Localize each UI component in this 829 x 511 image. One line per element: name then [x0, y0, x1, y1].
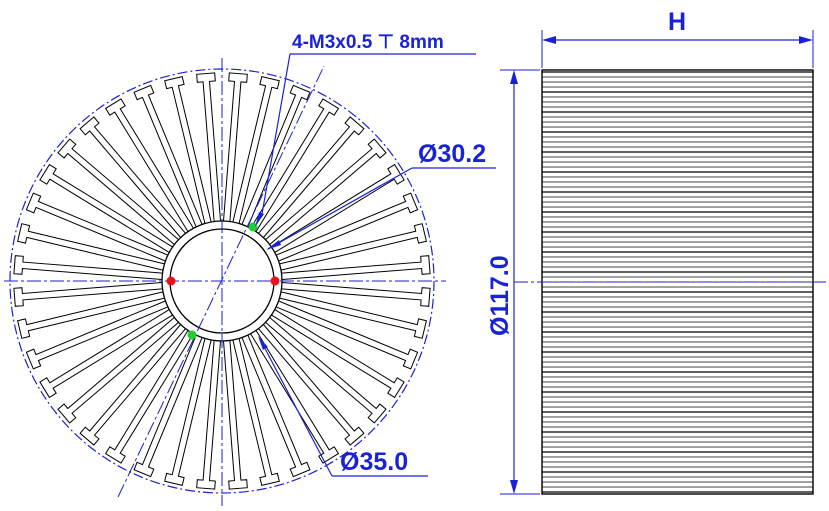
- side-view-fin-lines: [542, 71, 813, 493]
- fin: [279, 223, 428, 271]
- fin: [223, 72, 248, 222]
- inner-diameter-callout: Ø30.2: [266, 140, 496, 250]
- fin: [281, 255, 431, 280]
- fin: [279, 291, 428, 339]
- fin: [196, 72, 221, 222]
- fin: [250, 330, 340, 464]
- fin: [133, 335, 203, 478]
- outer-diameter-dimension: Ø117.0: [486, 69, 540, 495]
- fin: [241, 84, 311, 227]
- inner-diameter-label: Ø30.2: [418, 140, 486, 168]
- fin: [16, 223, 165, 271]
- fin: [223, 340, 248, 490]
- fin: [39, 163, 173, 253]
- fin: [25, 192, 168, 262]
- front-view: 4-M3x0.5 ⊤ 8mm Ø30.2 Ø35.0: [4, 32, 496, 506]
- threaded-hole-red-right: [270, 276, 280, 286]
- outer-diameter-label: Ø117.0: [486, 255, 514, 336]
- bore-diameter-label: Ø35.0: [340, 448, 408, 476]
- fin: [13, 282, 163, 307]
- fin: [25, 300, 168, 370]
- fin: [281, 282, 431, 307]
- fin: [57, 317, 179, 424]
- fin: [258, 116, 365, 238]
- fin: [232, 75, 280, 224]
- diagonal-centerline: [117, 65, 325, 498]
- fin: [13, 255, 163, 280]
- thread-callout: 4-M3x0.5 ⊤ 8mm: [255, 32, 476, 227]
- height-label: H: [668, 8, 686, 36]
- fin: [104, 98, 194, 232]
- fin: [276, 300, 419, 370]
- fin: [39, 309, 173, 399]
- fin: [164, 338, 212, 487]
- fin: [16, 291, 165, 339]
- fin: [241, 335, 311, 478]
- thread-callout-label: 4-M3x0.5 ⊤ 8mm: [292, 32, 444, 53]
- fin: [250, 98, 340, 232]
- fin: [79, 324, 186, 446]
- threaded-hole-green-bottom: [187, 330, 197, 340]
- fin: [265, 138, 387, 245]
- fin: [196, 340, 221, 490]
- heatsink-fins: [13, 72, 431, 490]
- threaded-hole-green-top: [248, 222, 258, 232]
- fin: [79, 116, 186, 238]
- fin: [57, 138, 179, 245]
- fin: [265, 317, 387, 424]
- fin: [104, 330, 194, 464]
- fin: [232, 338, 280, 487]
- bore-diameter-callout: Ø35.0: [258, 336, 428, 477]
- fin: [271, 309, 405, 399]
- fin: [276, 192, 419, 262]
- fin: [133, 84, 203, 227]
- height-dimension: H: [541, 8, 814, 68]
- fin: [258, 324, 365, 446]
- fin: [271, 163, 405, 253]
- threaded-hole-red-left: [166, 276, 176, 286]
- fin: [164, 75, 212, 224]
- side-view: H Ø117.0: [486, 8, 826, 495]
